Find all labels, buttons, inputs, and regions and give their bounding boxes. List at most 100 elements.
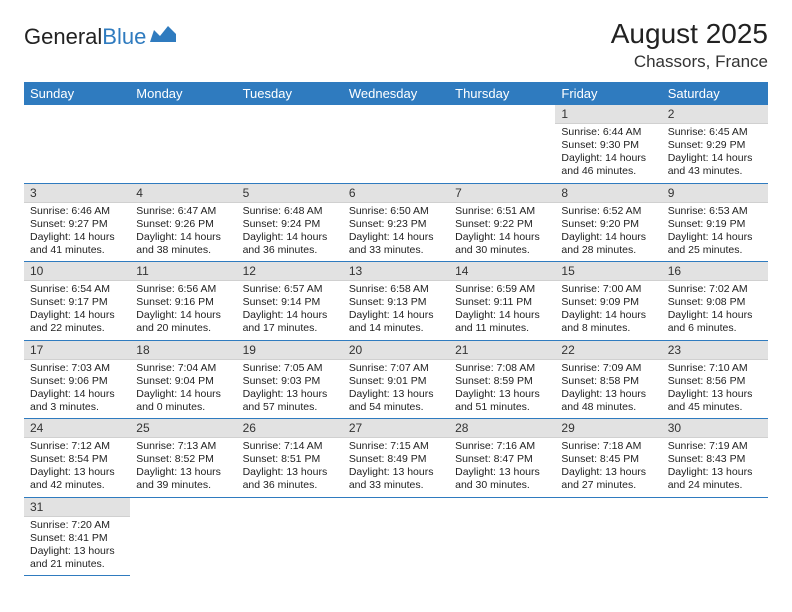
- sunrise-text: Sunrise: 6:50 AM: [349, 205, 443, 218]
- calendar-cell: 18Sunrise: 7:04 AMSunset: 9:04 PMDayligh…: [130, 340, 236, 419]
- day-number: 5: [237, 184, 343, 203]
- day-number: 12: [237, 262, 343, 281]
- day-number: 8: [555, 184, 661, 203]
- day-details: Sunrise: 7:03 AMSunset: 9:06 PMDaylight:…: [24, 360, 130, 419]
- day-number: 26: [237, 419, 343, 438]
- sunrise-text: Sunrise: 7:20 AM: [30, 519, 124, 532]
- calendar-row: 24Sunrise: 7:12 AMSunset: 8:54 PMDayligh…: [24, 419, 768, 498]
- sunrise-text: Sunrise: 6:45 AM: [668, 126, 762, 139]
- sunrise-text: Sunrise: 7:10 AM: [668, 362, 762, 375]
- calendar-cell: 5Sunrise: 6:48 AMSunset: 9:24 PMDaylight…: [237, 183, 343, 262]
- calendar-cell: 21Sunrise: 7:08 AMSunset: 8:59 PMDayligh…: [449, 340, 555, 419]
- calendar-cell: 30Sunrise: 7:19 AMSunset: 8:43 PMDayligh…: [662, 419, 768, 498]
- sunrise-text: Sunrise: 7:03 AM: [30, 362, 124, 375]
- logo-text-2: Blue: [102, 24, 146, 50]
- sunset-text: Sunset: 9:24 PM: [243, 218, 337, 231]
- day-number: 23: [662, 341, 768, 360]
- sunset-text: Sunset: 8:45 PM: [561, 453, 655, 466]
- daylight-text: Daylight: 13 hours and 33 minutes.: [349, 466, 443, 492]
- sunset-text: Sunset: 9:16 PM: [136, 296, 230, 309]
- day-number: 21: [449, 341, 555, 360]
- calendar-cell: 11Sunrise: 6:56 AMSunset: 9:16 PMDayligh…: [130, 262, 236, 341]
- sunset-text: Sunset: 9:03 PM: [243, 375, 337, 388]
- day-number: 1: [555, 105, 661, 124]
- sunset-text: Sunset: 9:20 PM: [561, 218, 655, 231]
- sunset-text: Sunset: 8:56 PM: [668, 375, 762, 388]
- day-details: Sunrise: 6:57 AMSunset: 9:14 PMDaylight:…: [237, 281, 343, 340]
- daylight-text: Daylight: 13 hours and 27 minutes.: [561, 466, 655, 492]
- calendar-cell: 2Sunrise: 6:45 AMSunset: 9:29 PMDaylight…: [662, 105, 768, 183]
- calendar-cell: 6Sunrise: 6:50 AMSunset: 9:23 PMDaylight…: [343, 183, 449, 262]
- day-details: Sunrise: 7:07 AMSunset: 9:01 PMDaylight:…: [343, 360, 449, 419]
- day-number: 18: [130, 341, 236, 360]
- day-number: 16: [662, 262, 768, 281]
- day-number: 3: [24, 184, 130, 203]
- day-number: 19: [237, 341, 343, 360]
- sunset-text: Sunset: 9:04 PM: [136, 375, 230, 388]
- sunrise-text: Sunrise: 7:18 AM: [561, 440, 655, 453]
- daylight-text: Daylight: 13 hours and 48 minutes.: [561, 388, 655, 414]
- calendar-cell: [237, 497, 343, 576]
- calendar-cell: 9Sunrise: 6:53 AMSunset: 9:19 PMDaylight…: [662, 183, 768, 262]
- sunset-text: Sunset: 8:49 PM: [349, 453, 443, 466]
- day-number: 13: [343, 262, 449, 281]
- day-details: Sunrise: 6:51 AMSunset: 9:22 PMDaylight:…: [449, 203, 555, 262]
- daylight-text: Daylight: 14 hours and 22 minutes.: [30, 309, 124, 335]
- sunrise-text: Sunrise: 6:48 AM: [243, 205, 337, 218]
- calendar-cell: [343, 497, 449, 576]
- sunrise-text: Sunrise: 7:13 AM: [136, 440, 230, 453]
- daylight-text: Daylight: 14 hours and 41 minutes.: [30, 231, 124, 257]
- calendar-cell: 17Sunrise: 7:03 AMSunset: 9:06 PMDayligh…: [24, 340, 130, 419]
- calendar-cell: [343, 105, 449, 183]
- sunset-text: Sunset: 9:13 PM: [349, 296, 443, 309]
- calendar-cell: 26Sunrise: 7:14 AMSunset: 8:51 PMDayligh…: [237, 419, 343, 498]
- sunset-text: Sunset: 8:51 PM: [243, 453, 337, 466]
- day-number: 6: [343, 184, 449, 203]
- day-number: 11: [130, 262, 236, 281]
- daylight-text: Daylight: 13 hours and 51 minutes.: [455, 388, 549, 414]
- day-details: Sunrise: 6:58 AMSunset: 9:13 PMDaylight:…: [343, 281, 449, 340]
- day-number: 4: [130, 184, 236, 203]
- daylight-text: Daylight: 14 hours and 25 minutes.: [668, 231, 762, 257]
- logo-text-1: General: [24, 24, 102, 50]
- calendar-cell: 28Sunrise: 7:16 AMSunset: 8:47 PMDayligh…: [449, 419, 555, 498]
- day-details: Sunrise: 6:59 AMSunset: 9:11 PMDaylight:…: [449, 281, 555, 340]
- calendar-cell: [237, 105, 343, 183]
- sunset-text: Sunset: 9:29 PM: [668, 139, 762, 152]
- daylight-text: Daylight: 13 hours and 57 minutes.: [243, 388, 337, 414]
- calendar-cell: 1Sunrise: 6:44 AMSunset: 9:30 PMDaylight…: [555, 105, 661, 183]
- day-details: Sunrise: 7:15 AMSunset: 8:49 PMDaylight:…: [343, 438, 449, 497]
- sunrise-text: Sunrise: 6:54 AM: [30, 283, 124, 296]
- sunrise-text: Sunrise: 6:46 AM: [30, 205, 124, 218]
- day-number: 30: [662, 419, 768, 438]
- calendar-cell: [555, 497, 661, 576]
- day-number: 24: [24, 419, 130, 438]
- daylight-text: Daylight: 14 hours and 6 minutes.: [668, 309, 762, 335]
- daylight-text: Daylight: 14 hours and 17 minutes.: [243, 309, 337, 335]
- sunset-text: Sunset: 9:01 PM: [349, 375, 443, 388]
- sunset-text: Sunset: 9:14 PM: [243, 296, 337, 309]
- daylight-text: Daylight: 14 hours and 3 minutes.: [30, 388, 124, 414]
- sunrise-text: Sunrise: 7:12 AM: [30, 440, 124, 453]
- calendar-cell: 24Sunrise: 7:12 AMSunset: 8:54 PMDayligh…: [24, 419, 130, 498]
- calendar-cell: 3Sunrise: 6:46 AMSunset: 9:27 PMDaylight…: [24, 183, 130, 262]
- sunset-text: Sunset: 8:58 PM: [561, 375, 655, 388]
- calendar-cell: 4Sunrise: 6:47 AMSunset: 9:26 PMDaylight…: [130, 183, 236, 262]
- day-number: 25: [130, 419, 236, 438]
- sunrise-text: Sunrise: 6:53 AM: [668, 205, 762, 218]
- calendar-cell: 27Sunrise: 7:15 AMSunset: 8:49 PMDayligh…: [343, 419, 449, 498]
- calendar-table: Sunday Monday Tuesday Wednesday Thursday…: [24, 82, 768, 576]
- weekday-header: Thursday: [449, 82, 555, 105]
- sunrise-text: Sunrise: 6:59 AM: [455, 283, 549, 296]
- sunrise-text: Sunrise: 6:44 AM: [561, 126, 655, 139]
- calendar-cell: 8Sunrise: 6:52 AMSunset: 9:20 PMDaylight…: [555, 183, 661, 262]
- daylight-text: Daylight: 14 hours and 43 minutes.: [668, 152, 762, 178]
- sunset-text: Sunset: 9:09 PM: [561, 296, 655, 309]
- sunset-text: Sunset: 9:23 PM: [349, 218, 443, 231]
- daylight-text: Daylight: 13 hours and 45 minutes.: [668, 388, 762, 414]
- calendar-cell: 13Sunrise: 6:58 AMSunset: 9:13 PMDayligh…: [343, 262, 449, 341]
- calendar-cell: 29Sunrise: 7:18 AMSunset: 8:45 PMDayligh…: [555, 419, 661, 498]
- day-details: Sunrise: 7:00 AMSunset: 9:09 PMDaylight:…: [555, 281, 661, 340]
- day-details: Sunrise: 7:16 AMSunset: 8:47 PMDaylight:…: [449, 438, 555, 497]
- sunrise-text: Sunrise: 7:19 AM: [668, 440, 762, 453]
